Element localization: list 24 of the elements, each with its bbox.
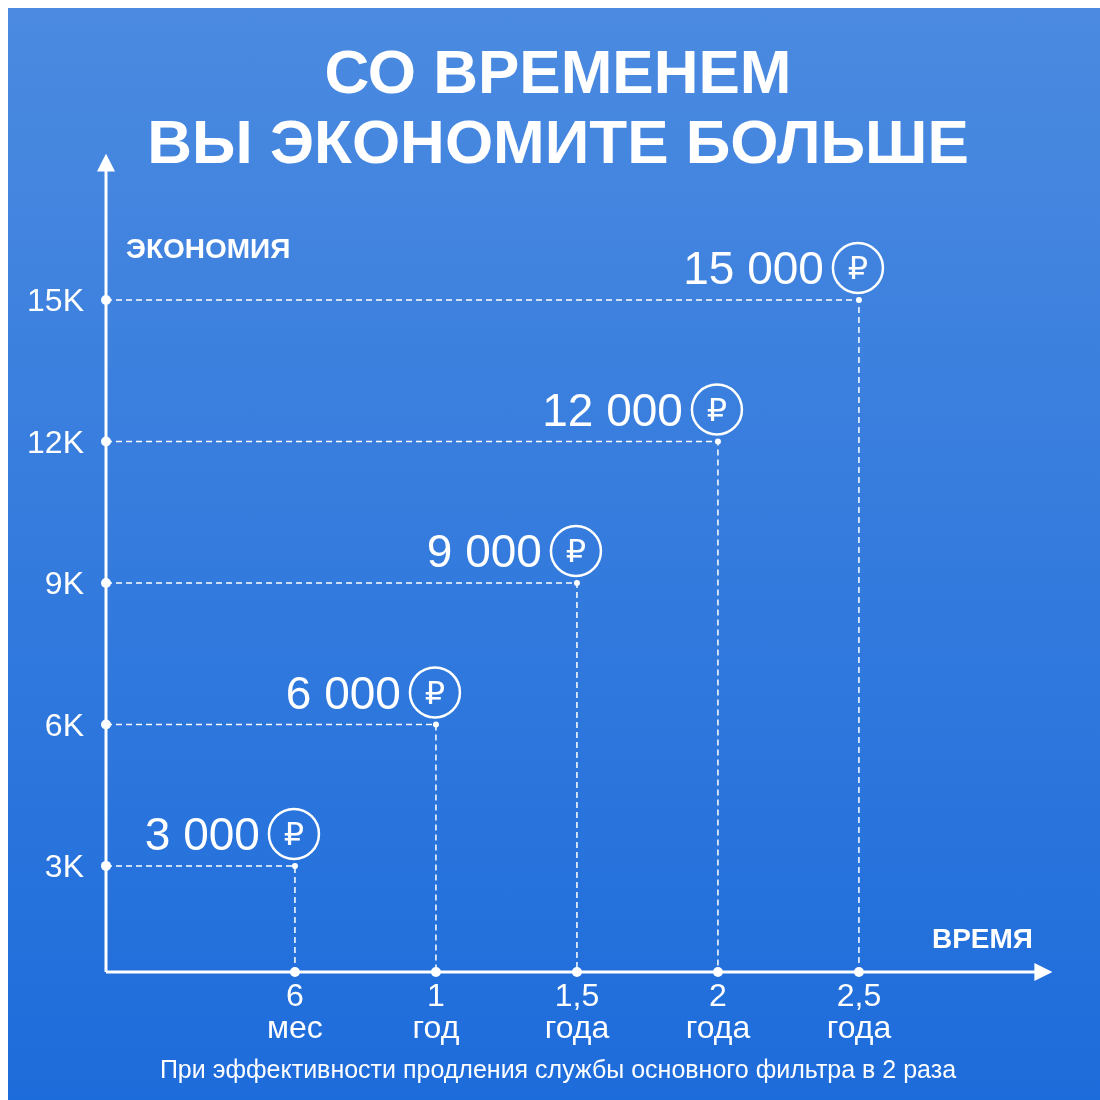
x-tick-label: 6 мес [267,977,323,1045]
point [855,297,862,304]
y-tick-label: 6K [44,706,84,743]
y-tick-label: 15K [27,282,84,319]
y-tick-label: 3K [44,848,84,885]
point [432,721,439,728]
x-tick-label: 1 год [412,977,460,1045]
data-label: 3 000 ₽ [144,808,305,860]
y-tick-label: 12K [27,423,84,460]
y-axis-title: ЭКОНОМИЯ [126,233,291,264]
x-tick-label: 2,5 года [826,977,892,1045]
data-label: 12 000 ₽ [542,383,728,436]
text: При эффективности продления службы основного фильтра в 2 раза [159,1055,957,1083]
point [291,862,298,869]
point [714,438,721,445]
chart-title: СО ВРЕМЕНЕМ ВЫ ЭКОНОМИТЕ БОЛЬШЕ [147,37,969,176]
x-tick-label: 1,5 года [544,977,610,1045]
y-tick-label: 9K [44,565,84,602]
data-label: 6 000 ₽ [285,666,446,719]
x-tick-label: 2 года [685,977,751,1045]
x-axis-title: ВРЕМЯ [931,923,1033,954]
point [573,579,580,586]
data-label: 9 000 ₽ [426,525,587,578]
data-label: 15 000 ₽ [683,242,869,295]
